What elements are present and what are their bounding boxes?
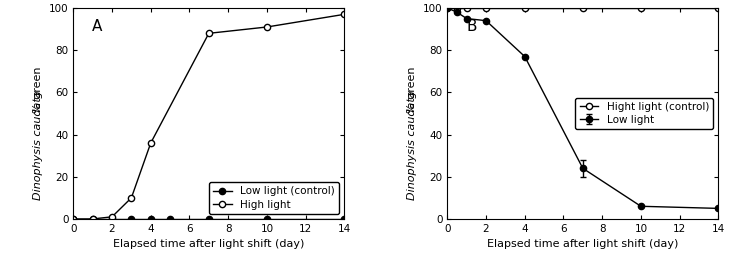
High light bbox=[262, 25, 271, 29]
High light bbox=[69, 217, 78, 221]
X-axis label: Elapsed time after light shift (day): Elapsed time after light shift (day) bbox=[113, 239, 304, 249]
Text: Dinophysis caudata: Dinophysis caudata bbox=[33, 90, 43, 200]
Legend: Hight light (control), Low light: Hight light (control), Low light bbox=[575, 98, 713, 129]
Low light (control) bbox=[69, 217, 78, 221]
Hight light (control) bbox=[482, 6, 490, 10]
High light bbox=[147, 142, 155, 145]
Line: High light: High light bbox=[70, 11, 347, 222]
Hight light (control) bbox=[520, 6, 529, 10]
High light bbox=[340, 13, 349, 16]
Low light (control) bbox=[88, 217, 97, 221]
High light bbox=[127, 196, 136, 199]
Low light (control) bbox=[166, 217, 174, 221]
Hight light (control) bbox=[636, 6, 645, 10]
Low light (control) bbox=[127, 217, 136, 221]
Line: Hight light (control): Hight light (control) bbox=[444, 5, 721, 11]
Low light (control) bbox=[262, 217, 271, 221]
High light bbox=[108, 215, 117, 218]
Text: % green: % green bbox=[33, 63, 43, 113]
High light bbox=[205, 32, 213, 35]
Low light (control) bbox=[108, 217, 117, 221]
Low light (control) bbox=[147, 217, 155, 221]
Low light (control) bbox=[205, 217, 213, 221]
X-axis label: Elapsed time after light shift (day): Elapsed time after light shift (day) bbox=[487, 239, 679, 249]
Legend: Low light (control), High light: Low light (control), High light bbox=[209, 182, 339, 214]
High light bbox=[88, 217, 97, 221]
Line: Low light (control): Low light (control) bbox=[70, 216, 347, 222]
Hight light (control) bbox=[578, 6, 587, 10]
Text: Dinophysis caudata: Dinophysis caudata bbox=[407, 90, 417, 200]
Hight light (control) bbox=[452, 6, 461, 10]
Low light (control) bbox=[340, 217, 349, 221]
Hight light (control) bbox=[443, 6, 452, 10]
Text: % green: % green bbox=[407, 63, 417, 113]
Text: A: A bbox=[92, 19, 103, 34]
Hight light (control) bbox=[714, 6, 723, 10]
Text: B: B bbox=[466, 19, 476, 34]
Hight light (control) bbox=[463, 6, 471, 10]
